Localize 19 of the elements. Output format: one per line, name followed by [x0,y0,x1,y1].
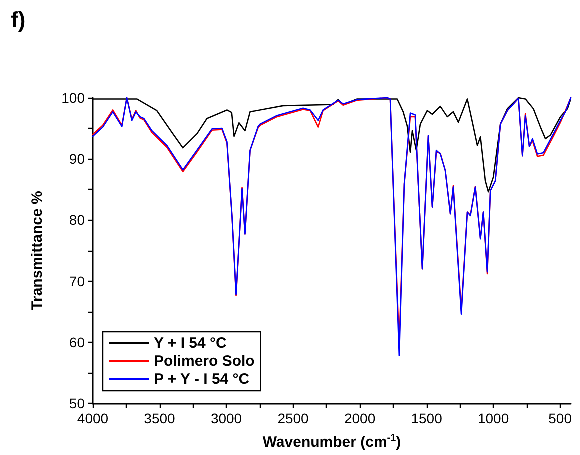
chart-title: f) [11,8,26,32]
x-tick-label: 2500 [278,410,310,426]
y-tick-label: 100 [62,90,86,106]
x-tick-label: 4000 [77,410,109,426]
y-tick-label: 60 [69,334,86,350]
y-axis-title: Transmittance % [29,191,46,310]
legend-label: Y + I 54 °C [154,335,228,352]
legend-label: Polimero Solo [154,353,255,370]
x-tick-label: 3000 [210,410,242,426]
y-tick-label: 90 [69,151,86,168]
x-tick-label: 3500 [144,410,176,426]
x-tick-label: 1500 [411,410,443,426]
x-tick-label: 2000 [344,410,376,426]
legend-label: P + Y - I 54 °C [154,371,250,388]
y-tick-label: 70 [69,273,86,290]
y-tick-label: 50 [69,396,86,412]
y-tick-label: 80 [69,212,86,228]
x-tick-label: 500 [548,410,572,426]
x-tick-label: 1000 [478,410,510,426]
